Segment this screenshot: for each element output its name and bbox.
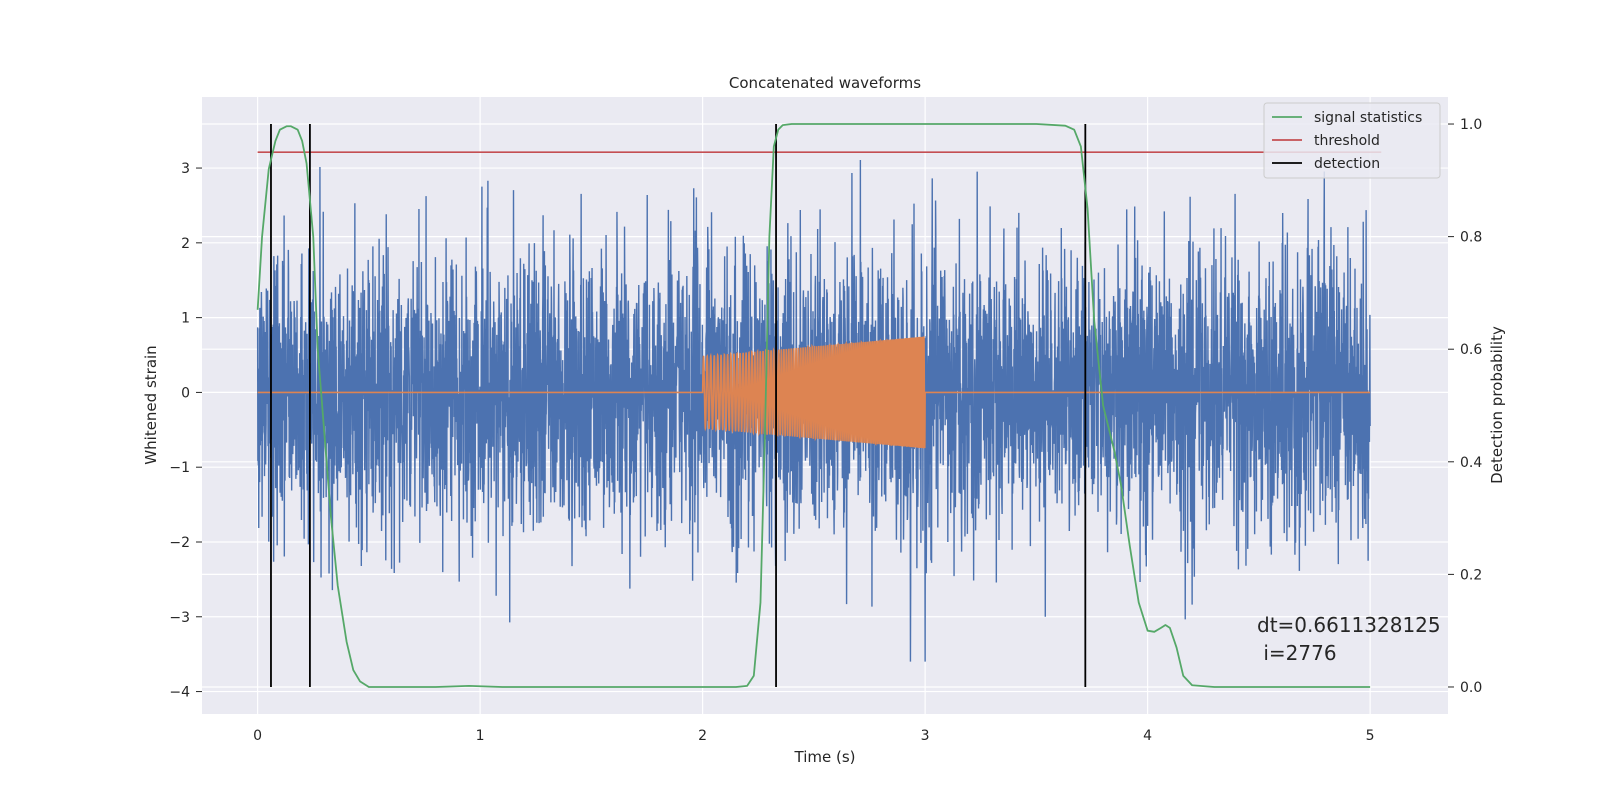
legend-box [1263,102,1441,179]
axis-ticks: 0 1 2 3 4 5 −4 −3 −2 −1 0 1 2 3 0.0 0.2 0.4 0.6 0.8 1.0 [169,117,1482,744]
injected-waveform-line [257,336,1371,449]
y-tick-label-right: 1.0 [1460,117,1482,133]
y-tick-label-left: −2 [169,535,190,551]
legend-label-threshold: threshold [1314,133,1380,149]
signal-statistics-series [256,123,1371,688]
x-axis-title: Time (s) [794,748,856,766]
x-tick-label: 3 [921,728,930,744]
annotation-dt: dt=0.6611328125 [1257,613,1441,637]
y-tick-label-left: 1 [181,311,190,327]
y-tick-label-left: −4 [169,685,190,701]
y-tick-label-right: 0.2 [1460,567,1482,583]
x-tick-label: 4 [1143,728,1152,744]
y-tick-label-left: −3 [169,610,190,626]
x-tick-label: 0 [253,728,262,744]
y-tick-label-right: 0.4 [1460,455,1482,471]
x-tick-label: 5 [1366,728,1375,744]
y-tick-label-left: 3 [181,161,190,177]
noise-series [256,160,1371,662]
y-tick-label-right: 0.0 [1460,680,1482,696]
legend-label-signal-statistics: signal statistics [1314,110,1422,126]
y-tick-label-right: 0.8 [1460,230,1482,246]
y-tick-label-right: 0.6 [1460,342,1482,358]
injected-waveform-series [257,336,1371,449]
annotation-i: i=2776 [1257,641,1337,665]
signal-statistics-line [256,123,1371,688]
detection-lines-series [270,124,1087,687]
x-tick-label: 2 [698,728,707,744]
y-tick-label-left: 2 [181,236,190,252]
noise-line [256,160,1371,662]
legend: signal statistics threshold detection [1263,102,1441,179]
y-tick-label-left: 0 [181,385,190,401]
chart-title: Concatenated waveforms [729,74,921,92]
y-tick-label-left: −1 [169,460,190,476]
y-axis-title-left: Whitened strain [142,345,160,464]
y-axis-title-right: Detection probability [1488,326,1506,484]
x-tick-label: 1 [476,728,485,744]
legend-label-detection: detection [1314,156,1380,172]
